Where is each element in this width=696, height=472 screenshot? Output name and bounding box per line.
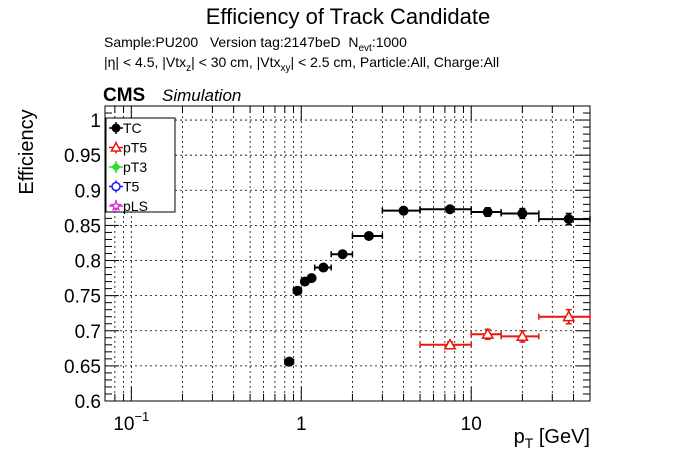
point-marker <box>562 310 576 322</box>
legend-marker <box>109 199 123 212</box>
x-tick-label: 10−1 <box>113 409 149 435</box>
subtitle-line1-suffix: :1000 <box>372 34 407 50</box>
point-marker <box>517 208 528 219</box>
legend-label: TC <box>123 120 142 136</box>
point-marker <box>306 273 317 284</box>
y-tick-label: 0.65 <box>64 357 101 378</box>
data-point <box>538 308 591 325</box>
point-marker <box>292 285 303 296</box>
point-marker <box>482 207 493 218</box>
point-marker <box>398 205 409 216</box>
series-tc <box>284 204 591 367</box>
subtitle-line1-prefix: Sample:PU200 Version tag:2147beD N <box>104 34 359 50</box>
point-marker <box>515 329 529 342</box>
point-marker <box>284 356 295 367</box>
legend-marker <box>110 141 122 152</box>
point-marker <box>337 249 348 260</box>
y-tick-label: 0.7 <box>75 322 101 343</box>
subtitle-line2-part2: | < 30 cm, |Vtx <box>191 54 280 70</box>
data-point <box>470 327 502 340</box>
x-tick-label: 10 <box>461 414 482 435</box>
chart-title: Efficiency of Track Candidate <box>206 4 491 29</box>
legend-label: pLS <box>123 198 148 214</box>
x-tick-label-base: 10 <box>461 414 482 435</box>
legend-label: T5 <box>123 179 140 195</box>
legend-entry-pt5: pT5 <box>109 140 147 156</box>
legend-label: pT5 <box>123 140 147 156</box>
legend-entry-t5: T5 <box>109 179 140 195</box>
chart-subtitle-line2: |η| < 4.5, |Vtxz| < 30 cm, |Vtxxy| < 2.5… <box>104 54 499 74</box>
data-point <box>292 285 303 296</box>
x-axis-label-unit: [GeV] <box>533 426 590 448</box>
data-point <box>381 205 421 216</box>
data-point <box>306 273 317 284</box>
data-point <box>419 338 472 350</box>
legend-entry-tc: TC <box>109 120 142 136</box>
data-point <box>538 212 591 226</box>
point-marker <box>444 204 455 215</box>
y-tick-label: 0.95 <box>64 146 101 167</box>
data-point <box>419 204 472 215</box>
point-marker <box>318 262 329 273</box>
y-tick-label: 1 <box>90 111 101 132</box>
x-axis-label: pT [GeV] <box>514 426 590 451</box>
y-tick-label: 0.75 <box>64 287 101 308</box>
subtitle-line2-sub1: z <box>186 63 191 74</box>
data-point <box>500 329 540 343</box>
data-series <box>284 204 591 367</box>
legend-marker <box>111 181 121 192</box>
x-tick-label: 1 <box>296 414 307 435</box>
y-tick-label: 0.6 <box>75 392 101 413</box>
point-marker <box>481 327 495 339</box>
data-point <box>351 230 384 241</box>
legend-entry-pt3: pT3 <box>109 159 147 175</box>
y-tick-label: 0.9 <box>75 181 101 202</box>
simulation-label: Simulation <box>162 86 241 105</box>
x-tick-label-exponent: −1 <box>134 409 149 424</box>
data-point <box>470 207 502 218</box>
subtitle-line1-sub: evt <box>359 43 373 54</box>
chart-subtitle-line1: Sample:PU200 Version tag:2147beD Nevt:10… <box>104 34 407 54</box>
x-tick-label-base: 1 <box>296 414 307 435</box>
legend-label: pT3 <box>123 159 147 175</box>
x-axis-label-main: p <box>514 426 525 448</box>
data-point <box>500 207 540 220</box>
x-axis-label-sub: T <box>525 435 534 451</box>
x-tick-label-base: 10 <box>113 414 134 435</box>
series-pt5 <box>419 308 591 350</box>
data-point <box>313 262 332 273</box>
y-axis-label: Efficiency <box>16 109 38 194</box>
y-tick-label: 0.8 <box>75 252 101 273</box>
subtitle-line2-part3: | < 2.5 cm, Particle:All, Charge:All <box>290 54 499 70</box>
subtitle-line2-part1: |η| < 4.5, |Vtx <box>104 54 186 70</box>
legend: TC pT5 pT3 T5 pLS <box>105 117 176 214</box>
point-marker <box>363 230 374 241</box>
legend-marker <box>111 123 121 133</box>
point-marker <box>563 214 574 225</box>
cms-label: CMS <box>103 85 145 106</box>
point-marker <box>443 338 457 350</box>
data-point <box>330 249 354 260</box>
subtitle-line2-sub2: xy <box>280 63 290 74</box>
legend-entry-pls: pLS <box>109 198 148 214</box>
y-tick-label: 0.85 <box>64 216 101 237</box>
data-point <box>284 356 295 367</box>
legend-marker <box>111 162 121 172</box>
